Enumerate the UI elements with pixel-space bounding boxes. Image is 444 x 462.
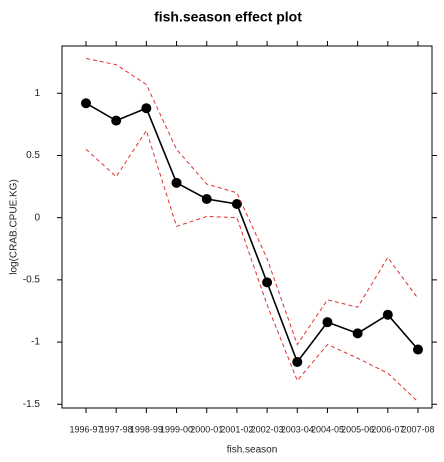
- x-tick-label: 2006-07: [371, 424, 404, 434]
- x-tick-label: 1997-98: [100, 424, 133, 434]
- y-axis-label: log(CRAB.CPUE.KG): [9, 179, 20, 275]
- y-tick-label: 1: [34, 88, 40, 99]
- x-tick-label: 2004-05: [311, 424, 344, 434]
- chart-title: fish.season effect plot: [154, 9, 302, 25]
- y-tick-label: -1.5: [23, 399, 41, 410]
- y-tick-label: -0.5: [23, 275, 41, 286]
- x-axis-label: fish.season: [227, 445, 278, 456]
- point: [262, 277, 273, 288]
- y-tick-label: 0: [34, 212, 40, 223]
- point: [413, 344, 423, 355]
- series-line: [85, 57, 419, 346]
- series-line: [85, 129, 419, 403]
- point: [81, 98, 91, 109]
- point: [382, 309, 393, 320]
- point: [231, 198, 242, 209]
- y-tick-label: 0.5: [26, 150, 40, 161]
- x-tick-label: 1999-00: [160, 424, 193, 434]
- point: [201, 194, 212, 205]
- x-tick-label: 2005-06: [341, 424, 374, 434]
- point: [141, 103, 152, 114]
- x-tick-label: 1998-99: [130, 424, 163, 434]
- point: [352, 328, 363, 339]
- x-tick-label: 2000-01: [190, 424, 223, 434]
- x-tick-label: 2002-03: [251, 424, 284, 434]
- point: [292, 356, 303, 367]
- x-tick-label: 1996-97: [69, 424, 102, 434]
- x-tick-label: 2001-02: [220, 424, 253, 434]
- x-tick-label: 2003-04: [281, 424, 314, 434]
- series-line: [85, 102, 419, 364]
- point: [322, 317, 333, 328]
- x-tick-label: 2007-08: [401, 424, 434, 434]
- point: [111, 115, 122, 126]
- y-tick-label: -1: [31, 337, 40, 348]
- point: [171, 177, 182, 188]
- plot-frame: [61, 45, 433, 409]
